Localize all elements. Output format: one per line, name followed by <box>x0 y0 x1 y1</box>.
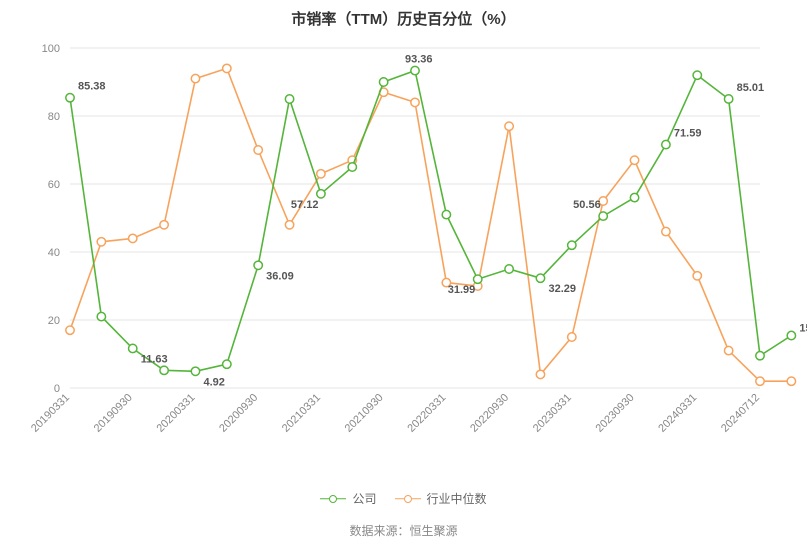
svg-text:20240712: 20240712 <box>719 392 762 435</box>
legend-label-median: 行业中位数 <box>427 490 487 507</box>
svg-text:15.44: 15.44 <box>799 323 807 335</box>
legend-label-company: 公司 <box>352 490 376 507</box>
svg-text:57.12: 57.12 <box>291 199 319 211</box>
svg-text:11.63: 11.63 <box>141 353 168 365</box>
svg-text:40: 40 <box>48 247 60 259</box>
svg-text:20200331: 20200331 <box>154 392 197 435</box>
svg-text:71.59: 71.59 <box>674 128 702 140</box>
svg-text:31.99: 31.99 <box>448 284 476 296</box>
legend-item-company[interactable]: 公司 <box>320 490 376 507</box>
svg-text:20200930: 20200930 <box>217 392 260 435</box>
svg-text:36.09: 36.09 <box>266 270 294 282</box>
svg-text:20230930: 20230930 <box>594 392 637 435</box>
legend-item-median[interactable]: 行业中位数 <box>395 490 487 507</box>
svg-text:60: 60 <box>48 179 60 191</box>
svg-text:20240331: 20240331 <box>656 392 699 435</box>
svg-text:32.29: 32.29 <box>548 283 576 295</box>
svg-text:20220930: 20220930 <box>468 392 511 435</box>
legend-swatch-median <box>395 493 421 505</box>
svg-text:20190331: 20190331 <box>29 392 72 435</box>
chart-svg: 0 20 40 60 80 100 20190331 20190930 20200331 2020… <box>0 0 807 546</box>
svg-text:20210930: 20210930 <box>343 392 386 435</box>
svg-text:80: 80 <box>48 111 60 123</box>
svg-text:20: 20 <box>48 315 60 327</box>
svg-text:50.56: 50.56 <box>573 199 601 211</box>
source-prefix: 数据来源： <box>349 524 409 538</box>
svg-text:20220331: 20220331 <box>405 392 448 435</box>
source-name: 恒生聚源 <box>410 524 458 538</box>
svg-text:20230331: 20230331 <box>531 392 574 435</box>
data-source: 数据来源：恒生聚源 <box>0 522 807 539</box>
svg-text:85.01: 85.01 <box>737 82 765 94</box>
svg-text:4.92: 4.92 <box>203 376 224 388</box>
legend: 公司 行业中位数 <box>0 490 807 507</box>
svg-text:85.38: 85.38 <box>78 81 106 93</box>
chart-container: 市销率（TTM）历史百分位（%） 02040608010020190331201… <box>0 0 807 546</box>
svg-text:93.36: 93.36 <box>405 54 433 66</box>
svg-text:20210331: 20210331 <box>280 392 323 435</box>
plot-area: 0 20 40 60 80 100 20190331 20190930 20200331 2020… <box>0 0 807 546</box>
svg-text:0: 0 <box>54 383 60 395</box>
svg-text:100: 100 <box>42 43 60 55</box>
svg-text:20190930: 20190930 <box>92 392 135 435</box>
legend-swatch-company <box>320 493 346 505</box>
